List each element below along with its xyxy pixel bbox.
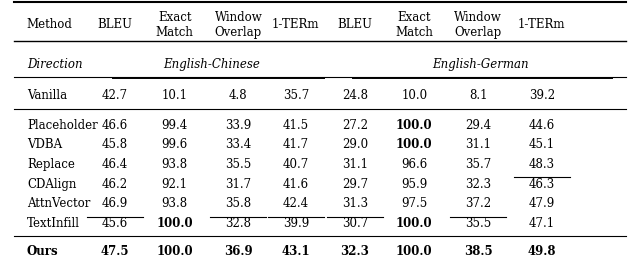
Text: Placeholder: Placeholder (27, 119, 98, 132)
Text: 10.0: 10.0 (401, 89, 428, 102)
Text: 1-TERm: 1-TERm (518, 18, 566, 31)
Text: 31.7: 31.7 (225, 178, 252, 191)
Text: 35.7: 35.7 (283, 89, 309, 102)
Text: 29.4: 29.4 (465, 119, 491, 132)
Text: English-Chinese: English-Chinese (163, 58, 260, 71)
Text: 8.1: 8.1 (468, 89, 487, 102)
Text: 95.9: 95.9 (401, 178, 428, 191)
Text: Exact
Match: Exact Match (156, 11, 194, 39)
Text: 32.3: 32.3 (465, 178, 491, 191)
Text: Exact
Match: Exact Match (396, 11, 433, 39)
Text: Replace: Replace (27, 158, 75, 171)
Text: CDAlign: CDAlign (27, 178, 76, 191)
Text: 47.5: 47.5 (100, 245, 129, 258)
Text: 46.9: 46.9 (102, 197, 128, 210)
Text: 30.7: 30.7 (342, 217, 368, 230)
Text: 42.7: 42.7 (102, 89, 128, 102)
Text: Window
Overlap: Window Overlap (214, 11, 262, 39)
Text: 39.9: 39.9 (283, 217, 309, 230)
Text: 93.8: 93.8 (162, 197, 188, 210)
Text: 100.0: 100.0 (396, 139, 433, 152)
Text: 47.9: 47.9 (529, 197, 555, 210)
Text: 93.8: 93.8 (162, 158, 188, 171)
Text: 46.3: 46.3 (529, 178, 555, 191)
Text: 46.2: 46.2 (102, 178, 128, 191)
Text: 35.7: 35.7 (465, 158, 491, 171)
Text: 97.5: 97.5 (401, 197, 428, 210)
Text: 24.8: 24.8 (342, 89, 368, 102)
Text: 100.0: 100.0 (156, 245, 193, 258)
Text: TextInfill: TextInfill (27, 217, 80, 230)
Text: 39.2: 39.2 (529, 89, 555, 102)
Text: 100.0: 100.0 (396, 217, 433, 230)
Text: 29.0: 29.0 (342, 139, 368, 152)
Text: 33.4: 33.4 (225, 139, 252, 152)
Text: Ours: Ours (27, 245, 58, 258)
Text: Direction: Direction (27, 58, 83, 71)
Text: Vanilla: Vanilla (27, 89, 67, 102)
Text: AttnVector: AttnVector (27, 197, 90, 210)
Text: English-German: English-German (432, 58, 529, 71)
Text: 48.3: 48.3 (529, 158, 555, 171)
Text: 33.9: 33.9 (225, 119, 252, 132)
Text: 99.6: 99.6 (161, 139, 188, 152)
Text: BLEU: BLEU (97, 18, 132, 31)
Text: 44.6: 44.6 (529, 119, 555, 132)
Text: 37.2: 37.2 (465, 197, 491, 210)
Text: 47.1: 47.1 (529, 217, 555, 230)
Text: 38.5: 38.5 (464, 245, 492, 258)
Text: 41.6: 41.6 (283, 178, 309, 191)
Text: 100.0: 100.0 (396, 119, 433, 132)
Text: 32.3: 32.3 (340, 245, 369, 258)
Text: 4.8: 4.8 (229, 89, 248, 102)
Text: 27.2: 27.2 (342, 119, 368, 132)
Text: 31.1: 31.1 (342, 158, 368, 171)
Text: 96.6: 96.6 (401, 158, 428, 171)
Text: Window
Overlap: Window Overlap (454, 11, 502, 39)
Text: 10.1: 10.1 (162, 89, 188, 102)
Text: 49.8: 49.8 (527, 245, 556, 258)
Text: 43.1: 43.1 (282, 245, 310, 258)
Text: 99.4: 99.4 (161, 119, 188, 132)
Text: 31.3: 31.3 (342, 197, 368, 210)
Text: 1-TERm: 1-TERm (272, 18, 319, 31)
Text: VDBA: VDBA (27, 139, 62, 152)
Text: 35.5: 35.5 (465, 217, 491, 230)
Text: 45.1: 45.1 (529, 139, 555, 152)
Text: 29.7: 29.7 (342, 178, 368, 191)
Text: 41.7: 41.7 (283, 139, 309, 152)
Text: Method: Method (27, 18, 73, 31)
Text: 100.0: 100.0 (396, 245, 433, 258)
Text: 45.8: 45.8 (102, 139, 128, 152)
Text: 35.8: 35.8 (225, 197, 252, 210)
Text: 42.4: 42.4 (283, 197, 309, 210)
Text: 41.5: 41.5 (283, 119, 309, 132)
Text: 40.7: 40.7 (283, 158, 309, 171)
Text: 36.9: 36.9 (224, 245, 253, 258)
Text: 32.8: 32.8 (225, 217, 252, 230)
Text: 100.0: 100.0 (156, 217, 193, 230)
Text: 46.6: 46.6 (102, 119, 128, 132)
Text: 46.4: 46.4 (102, 158, 128, 171)
Text: 35.5: 35.5 (225, 158, 252, 171)
Text: BLEU: BLEU (337, 18, 372, 31)
Text: 31.1: 31.1 (465, 139, 491, 152)
Text: 92.1: 92.1 (162, 178, 188, 191)
Text: 45.6: 45.6 (102, 217, 128, 230)
